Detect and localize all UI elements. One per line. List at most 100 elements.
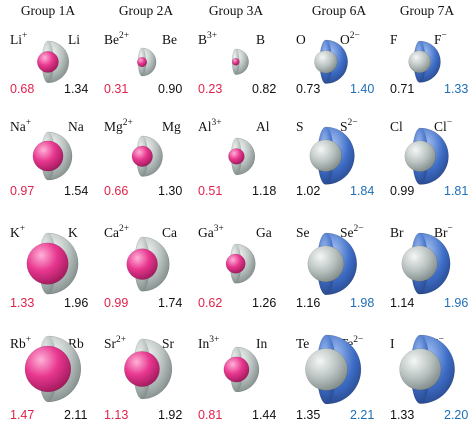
radius-comparison-spheres — [126, 236, 170, 292]
species-label-right: Be — [162, 33, 177, 47]
species-label-left: Be2+ — [104, 31, 130, 48]
radius-comparison-spheres — [136, 47, 157, 77]
ion-radius-value: 1.98 — [350, 296, 375, 310]
radius-comparison-spheres — [226, 244, 256, 284]
radius-comparison-spheres — [131, 135, 163, 177]
radius-comparison-spheres — [401, 233, 451, 295]
ion-charge: − — [441, 31, 447, 41]
ion-radius-value: 1.81 — [444, 184, 469, 198]
species-label-left: Cl — [390, 120, 403, 134]
species-label-right: B — [256, 33, 265, 47]
species-label-left: Mg2+ — [104, 118, 133, 135]
ion-sphere — [124, 351, 160, 387]
ion-charge: 2+ — [119, 31, 130, 41]
ion-radius-value: 2.20 — [444, 408, 469, 422]
radius-comparison-spheres — [404, 127, 449, 185]
radius-comparison-spheres — [309, 127, 355, 185]
species-label-right: Se2− — [340, 224, 364, 241]
ion-charge: + — [25, 118, 32, 128]
atom-radius-value: 0.90 — [158, 82, 183, 96]
species-label-right: In — [256, 337, 267, 351]
ion-symbol: F — [434, 32, 442, 47]
ion-radius-value: 0.66 — [104, 184, 129, 198]
atom-radius-value: 1.74 — [158, 296, 183, 310]
atom-radius-value: 1.96 — [64, 296, 89, 310]
radius-comparison-spheres — [227, 137, 255, 175]
ion-symbol: In — [198, 336, 210, 351]
ion-symbol: Li — [10, 32, 22, 47]
ion-sphere — [227, 147, 245, 165]
group-header: Group 7A — [399, 3, 455, 18]
atom-radius-value: 1.02 — [296, 184, 321, 198]
atom-radius-value: 1.30 — [158, 184, 183, 198]
atom-radius-value: 2.11 — [64, 408, 88, 422]
atom-radius-value: 1.14 — [390, 296, 415, 310]
group-header: Group 3A — [208, 3, 264, 18]
ion-symbol: Mg — [104, 119, 123, 134]
species-label-left: In3+ — [198, 335, 220, 352]
atom-symbol: B — [256, 32, 266, 47]
species-label-left: Al3+ — [198, 118, 222, 135]
atom-sphere — [309, 139, 343, 173]
radius-comparison-spheres — [124, 338, 173, 400]
species-label-right: O2− — [340, 31, 360, 48]
radius-comparison-spheres — [37, 40, 70, 84]
ion-radius-value: 2.21 — [350, 408, 375, 422]
radius-comparison-spheres — [398, 334, 455, 404]
ion-radius-value: 1.47 — [10, 408, 35, 422]
ion-charge: − — [446, 118, 453, 128]
species-label-left: F — [390, 33, 398, 47]
radius-comparison-spheres — [314, 39, 349, 85]
species-label-left: Br — [390, 226, 404, 240]
radius-comparison-spheres — [223, 346, 259, 392]
ion-radius-value: 0.68 — [10, 82, 35, 96]
species-label-left: Ga3+ — [198, 224, 224, 241]
ion-charge: 2+ — [116, 335, 127, 345]
ion-symbol: Ca — [104, 225, 119, 240]
species-label-left: S — [296, 120, 304, 134]
species-label-right: Mg — [162, 120, 181, 134]
ion-sphere — [223, 356, 249, 382]
ion-symbol: O — [340, 32, 350, 47]
ion-charge: 2− — [349, 31, 360, 41]
ion-radius-value: 1.84 — [350, 184, 375, 198]
ion-radius-value: 0.81 — [198, 408, 223, 422]
radius-comparison-spheres — [232, 48, 250, 76]
ion-radius-value: 1.40 — [350, 82, 375, 96]
species-label-right: Ga — [256, 226, 272, 240]
species-label-left: I — [390, 337, 395, 351]
group-header: Group 6A — [311, 3, 367, 18]
atom-radius-value: 1.34 — [64, 82, 89, 96]
radius-comparison-spheres — [32, 131, 73, 181]
ion-charge: + — [19, 224, 26, 234]
atom-radius-value: 0.99 — [390, 184, 415, 198]
ion-charge: 3+ — [209, 335, 220, 345]
ion-symbol: Se — [340, 225, 354, 240]
atom-symbol: Na — [68, 119, 84, 134]
species-label-left: Li+ — [10, 31, 28, 48]
ion-sphere — [131, 145, 153, 167]
ion-charge: 3+ — [207, 31, 218, 41]
ion-charge: 2− — [347, 118, 358, 128]
ion-charge: 2+ — [119, 224, 130, 234]
atom-symbol: In — [256, 336, 268, 351]
atom-sphere — [307, 245, 345, 283]
atom-symbol: I — [390, 336, 395, 351]
atom-symbol: Sr — [162, 336, 175, 351]
atom-symbol: Li — [68, 32, 80, 47]
ion-radius-value: 1.33 — [10, 296, 35, 310]
ion-symbol: Rb — [10, 336, 26, 351]
species-label-right: F− — [434, 31, 447, 48]
ion-charge: 2− — [353, 224, 364, 234]
ion-sphere — [24, 345, 72, 393]
ion-charge: + — [22, 31, 28, 41]
species-label-right: Ca — [162, 226, 177, 240]
ion-charge: + — [25, 335, 32, 345]
ion-radius-value: 1.33 — [444, 82, 469, 96]
species-label-right: Cl− — [434, 118, 453, 135]
species-label-left: Ca2+ — [104, 224, 130, 241]
atom-radius-value: 1.44 — [252, 408, 277, 422]
atom-sphere — [314, 50, 338, 74]
ion-charge: 3+ — [213, 224, 224, 234]
